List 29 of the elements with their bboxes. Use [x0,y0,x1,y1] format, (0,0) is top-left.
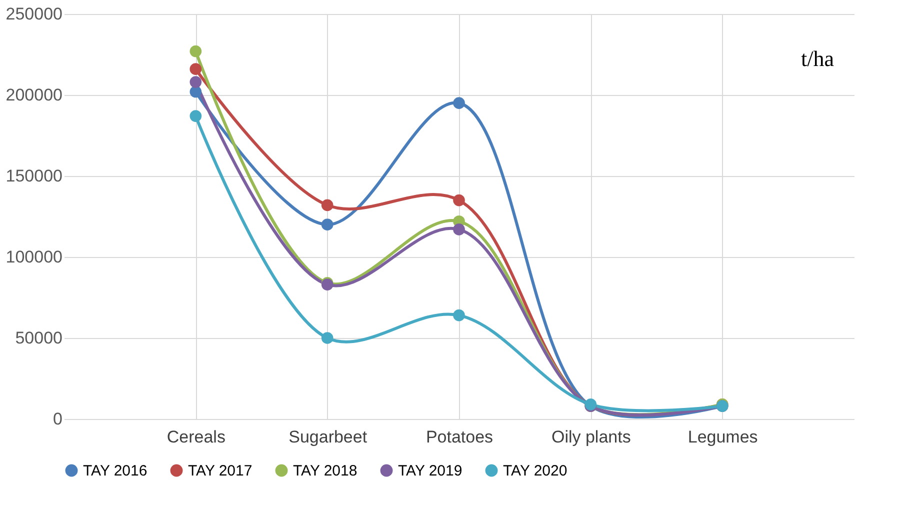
y-tick-label: 100000 [6,248,62,266]
legend-label: TAY 2020 [503,462,568,480]
point [321,332,334,344]
point [190,45,202,58]
x-tick-label: Sugarbeet [288,428,368,446]
y-tick-label: 250000 [6,4,62,24]
legend-label: TAY 2017 [188,462,252,480]
point [453,224,465,236]
x-tick-label: Cereals [166,428,226,446]
point [453,194,465,206]
y-tick-label: 150000 [6,166,62,186]
y-tick-label: 50000 [15,328,62,348]
point [190,63,202,75]
annotation: t/ha [801,46,834,71]
point [321,218,334,231]
point [453,97,465,110]
point [321,199,334,212]
legend-label: TAY 2019 [398,462,462,480]
point [453,309,465,322]
x-tick-label: Oily plants [551,428,631,446]
point [190,76,202,88]
point [190,110,202,122]
y-tick-label: 0 [53,410,62,428]
legend-label: TAY 2016 [83,462,148,480]
x-tick-label: Potatoes [426,428,494,446]
y-tick-label: 200000 [6,86,62,104]
x-tick-label: Legumes [688,428,758,446]
legend-label: TAY 2018 [293,462,358,480]
point [190,86,202,98]
